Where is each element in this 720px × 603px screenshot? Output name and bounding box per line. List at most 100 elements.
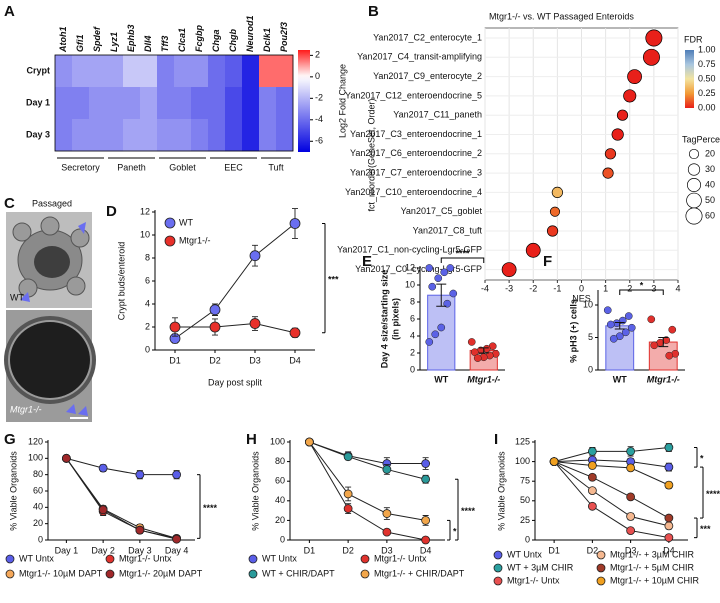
y-tick-label: 2 [145, 321, 150, 331]
data-point [343, 504, 353, 514]
panel-label: H [246, 431, 257, 448]
x-tick-label: D2 [342, 545, 354, 555]
heat-cell [123, 119, 141, 152]
colorbar-label: Log2 Fold Change [337, 64, 347, 138]
row-label: Crypt [26, 65, 50, 75]
y-axis-label: (in pixels) [390, 298, 400, 340]
dot [616, 109, 629, 121]
legend-label: Mtgr1-/- Untx [507, 575, 560, 585]
column-label: Pou2f3 [279, 22, 289, 52]
row-label: Day 3 [26, 129, 50, 139]
heat-cell [191, 87, 209, 120]
dot [525, 242, 541, 258]
y-tick-label: 10 [583, 299, 593, 309]
data-point [443, 299, 452, 308]
y-axis-label: % Viable Organoids [250, 451, 260, 531]
series-line [553, 446, 669, 463]
series-line [175, 323, 296, 334]
arrowhead [78, 406, 88, 416]
legend-label: WT + CHIR/DAPT [262, 568, 335, 578]
arrowhead [66, 404, 76, 414]
y-tick-label: 4 [410, 330, 415, 340]
heat-cell [242, 55, 260, 88]
dot [645, 29, 663, 47]
arrowhead [78, 222, 86, 234]
data-point [425, 338, 434, 346]
legend-marker [360, 554, 370, 564]
panel-label: F [543, 253, 552, 270]
crypt-bud [70, 228, 90, 248]
x-tick-label: D1 [304, 545, 316, 555]
x-tick-label: D1 [548, 545, 560, 555]
data-point [425, 264, 434, 272]
legend-label: Mtgr1-/- [179, 235, 211, 245]
y-tick-label: 5 [588, 332, 593, 342]
size-legend-label: 50 [705, 195, 715, 205]
heat-cell [55, 119, 73, 152]
x-tick-label: D3 [381, 545, 393, 555]
heat-cell [157, 55, 175, 88]
dot [546, 225, 559, 237]
heat-cell [208, 55, 226, 88]
y-tick-label: 120 [28, 436, 43, 446]
x-tick-label: Day 4 [165, 545, 189, 555]
heat-cell [123, 87, 141, 120]
y-tick-label: 0 [280, 534, 285, 544]
x-tick-label: -4 [481, 283, 489, 293]
x-tick-label: 3 [651, 283, 656, 293]
y-tick-label: 60 [275, 476, 285, 486]
heat-cell [225, 87, 243, 120]
dot [501, 262, 517, 277]
y-tick-label: 20 [33, 518, 43, 528]
column-label: Dll4 [143, 35, 153, 52]
y-tick-label: 10 [405, 279, 415, 289]
y-tick-label: Yan2017_C7_enteroendocrine_3 [350, 167, 482, 177]
data-point [627, 323, 636, 332]
y-tick-label: Yan2017_C3_enteroendocrine_1 [350, 129, 482, 139]
data-point [249, 318, 261, 329]
legend-marker [493, 576, 503, 586]
legend-marker [596, 563, 606, 573]
significance-label: **** [706, 489, 720, 499]
y-axis-label: Day 4 size/starting size [379, 270, 389, 369]
series-line [65, 458, 177, 539]
data-point [61, 453, 71, 463]
data-point [626, 447, 636, 456]
heat-cell [106, 55, 124, 88]
y-tick-label: Yan2017_C4_transit-amplifying [357, 52, 482, 62]
crypt-bud [66, 276, 86, 296]
x-tick-label: D4 [289, 355, 301, 365]
heat-cell [106, 119, 124, 152]
y-tick-label: 20 [275, 515, 285, 525]
fdr-tick-label: 1.00 [698, 44, 716, 54]
heat-cell [208, 119, 226, 152]
crypt-bud [40, 216, 60, 236]
legend-label: Mtgr1-/- Untx [119, 553, 172, 563]
series-line [308, 441, 426, 521]
data-point [135, 525, 145, 535]
data-point [431, 330, 440, 339]
colorbar-tick-label: -6 [315, 136, 323, 146]
significance-label: **** [455, 248, 470, 258]
data-point [382, 465, 392, 474]
heat-cell [89, 87, 107, 120]
data-point [624, 312, 633, 320]
error-bar [478, 347, 489, 354]
data-point [437, 323, 446, 332]
y-tick-label: Yan2017_C1_non-cycling-Lgr5-GFP [337, 245, 482, 255]
column-label: Ephb3 [126, 24, 136, 52]
y-tick-label: 4 [145, 298, 150, 308]
data-point [626, 463, 636, 473]
significance-label: *** [700, 524, 711, 534]
legend-title: FDR [684, 34, 703, 44]
data-point [449, 289, 458, 298]
x-tick-label: 1 [603, 283, 608, 293]
x-tick-label: -3 [505, 283, 513, 293]
y-tick-label: Yan2017_C11_paneth [393, 110, 482, 120]
panel-label: A [4, 3, 15, 20]
heat-cell [276, 55, 294, 88]
heat-cell [174, 87, 192, 120]
x-tick-label: 4 [675, 283, 680, 293]
series-line [553, 461, 669, 527]
legend-marker [105, 554, 115, 564]
